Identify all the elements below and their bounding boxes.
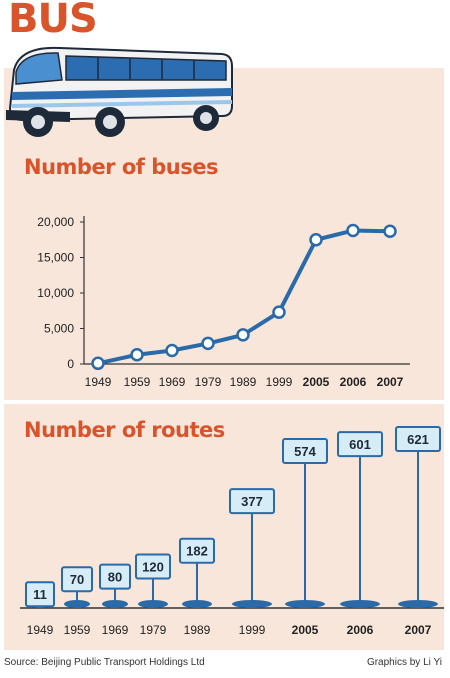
route-sign — [229, 488, 275, 515]
x-tick-label: 1969 — [102, 623, 129, 637]
x-tick-label: 1959 — [124, 375, 151, 389]
routes-chart-title: Number of routes — [24, 418, 225, 442]
x-tick-label: 1949 — [27, 623, 54, 637]
route-value-label: 621 — [407, 432, 429, 447]
route-value-label: 11 — [33, 587, 47, 602]
data-point — [91, 356, 105, 371]
data-point — [165, 343, 179, 358]
x-tick-label: 1989 — [184, 623, 211, 637]
route-value-label: 70 — [70, 572, 84, 587]
route-sign — [395, 426, 441, 452]
route-sign — [135, 553, 171, 580]
bus-illustration-icon — [6, 46, 233, 137]
x-tick-label: 2006 — [347, 623, 374, 637]
data-point — [346, 223, 360, 238]
x-tick-label: 1999 — [266, 375, 293, 389]
route-value-label: 601 — [349, 437, 371, 452]
x-tick-label: 1989 — [230, 375, 257, 389]
x-tick-label: 1979 — [195, 375, 222, 389]
route-value-label: 120 — [142, 559, 164, 574]
route-sign — [337, 431, 383, 458]
route-sign — [179, 537, 215, 564]
route-sign — [282, 437, 328, 464]
x-tick-label: 2006 — [340, 375, 367, 389]
data-point — [236, 328, 250, 342]
route-value-label: 377 — [241, 494, 263, 509]
data-point — [383, 224, 397, 238]
route-value-label: 182 — [186, 544, 208, 559]
y-tick-label: 15,000 — [37, 251, 74, 265]
route-sign — [25, 581, 55, 608]
x-tick-label: 2007 — [377, 375, 404, 389]
graphics-credit: Graphics by Li Yi — [366, 657, 442, 668]
route-value-label: 80 — [108, 570, 122, 585]
x-tick-label: 1959 — [64, 623, 91, 637]
route-sign — [99, 563, 131, 590]
data-point — [272, 305, 286, 319]
data-point — [309, 233, 323, 247]
buses-chart-title: Number of buses — [24, 155, 218, 179]
x-tick-label: 2007 — [405, 623, 432, 637]
data-point — [130, 348, 144, 362]
y-tick-label: 20,000 — [37, 215, 74, 229]
x-tick-label: 1969 — [159, 375, 186, 389]
source-note: Source: Beijing Public Transport Holding… — [4, 657, 205, 668]
x-tick-label: 1999 — [239, 623, 266, 637]
x-tick-label: 2005 — [303, 375, 330, 389]
x-tick-label: 1979 — [140, 623, 167, 637]
page-title: BUS — [8, 0, 98, 42]
data-point — [201, 336, 215, 351]
x-tick-label: 1949 — [85, 375, 112, 389]
buses-panel — [4, 68, 444, 400]
y-tick-label: 0 — [67, 357, 74, 371]
x-tick-label: 2005 — [292, 623, 319, 637]
route-value-label: 574 — [294, 444, 316, 459]
y-tick-label: 5,000 — [44, 322, 74, 336]
y-tick-label: 10,000 — [37, 286, 74, 300]
route-sign — [61, 566, 93, 593]
